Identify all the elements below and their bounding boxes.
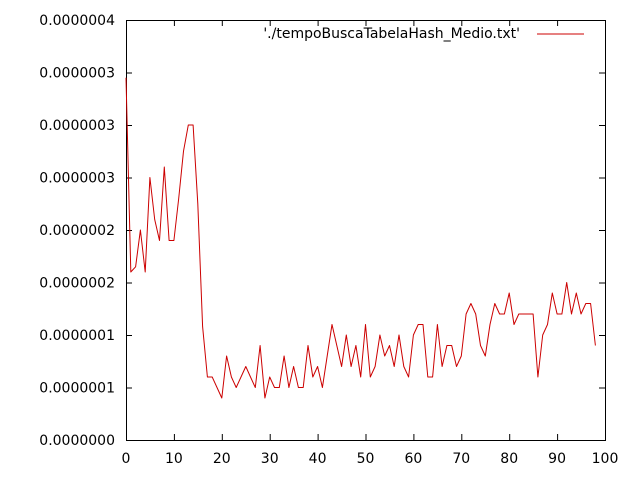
y-tick-label: 0.0000004 [39,13,115,29]
x-tick-label: 50 [357,451,375,467]
x-tick-label: 40 [309,451,327,467]
y-tick-label: 0.0000000 [39,433,115,449]
y-tick-label: 0.0000001 [39,381,115,397]
y-tick-label: 0.0000003 [39,66,115,82]
series-line [125,77,596,399]
y-tick-label: 0.0000003 [39,171,115,187]
legend: './tempoBuscaTabelaHash_Medio.txt' [263,26,584,42]
x-tick-label: 0 [122,451,131,467]
legend-label: './tempoBuscaTabelaHash_Medio.txt' [263,26,520,42]
x-tick-label: 70 [452,451,470,467]
x-tick-label: 60 [404,451,422,467]
y-tick-label: 0.0000001 [39,328,115,344]
x-tick-label: 100 [592,451,619,467]
y-tick-label: 0.0000003 [39,118,115,134]
y-axis: 0.0000000 0.0000001 0.0000001 0.0000002 0.00… [39,13,605,449]
x-axis: 0 10 20 30 40 50 60 70 80 90 100 [122,20,619,467]
x-tick-label: 80 [500,451,518,467]
x-tick-label: 10 [165,451,183,467]
x-tick-label: 90 [548,451,566,467]
x-tick-label: 20 [213,451,231,467]
y-tick-label: 0.0000002 [39,223,115,239]
x-tick-label: 30 [261,451,279,467]
series-layer [125,77,596,399]
y-tick-label: 0.0000002 [39,276,115,292]
